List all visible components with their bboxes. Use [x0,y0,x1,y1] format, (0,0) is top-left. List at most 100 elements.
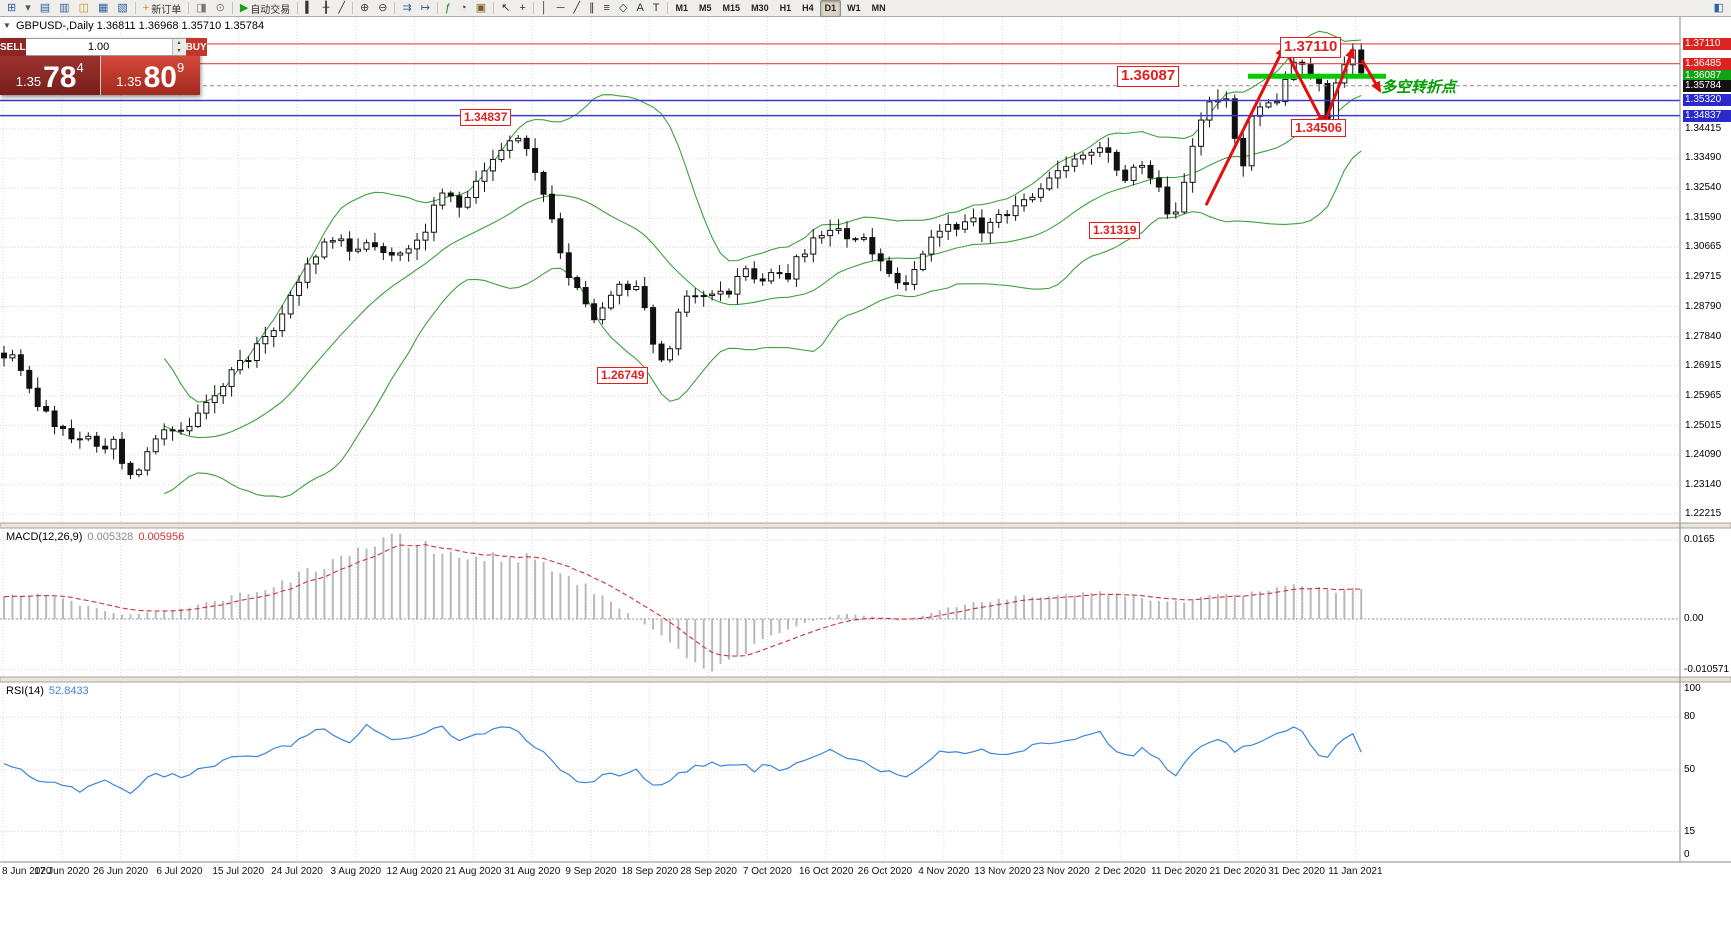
strategy-tester-icon[interactable]: ▧ [113,0,131,17]
periods-icon[interactable]: ◔ [456,0,471,17]
navigator-icon[interactable]: ◫ [75,0,93,17]
candlestick-chart-icon[interactable]: ╂ [319,0,334,17]
sell-price-pipette: 4 [76,60,84,75]
time-axis-label: 3 Aug 2020 [330,866,382,877]
price-axis-label: 1.35320 [1683,94,1731,107]
templates-icon[interactable]: ▣ [472,0,490,17]
timeframe-d1-button[interactable]: D1 [819,0,842,17]
text-tool-icon[interactable]: A [632,0,647,17]
toolbar-separator [352,2,354,14]
timeframe-h4-button[interactable]: H4 [797,0,819,17]
macd-value-main: 0.005328 [87,531,134,543]
shapes-glyph: ◇ [618,1,628,14]
new-order-button-label: 新订单 [151,4,182,16]
periods-glyph: ◔ [460,1,467,14]
templates-glyph: ▣ [475,1,487,14]
time-axis-label: 6 Jul 2020 [156,866,203,877]
one-click-collapse-toggle[interactable]: ▼ [3,21,11,30]
shapes-icon[interactable]: ◇ [615,0,631,17]
price-callout[interactable]: 1.34506 [1291,119,1346,138]
vertical-line-icon[interactable]: │ [537,0,552,17]
timeframe-w1-button[interactable]: W1 [842,0,866,17]
new-order-button[interactable]: + 新订单 [139,0,185,17]
auto-scroll-icon[interactable]: ⇉ [398,0,415,17]
macd-axis-label: -0.010571 [1684,663,1730,675]
zoom-in-icon[interactable]: ⊕ [356,0,373,17]
cursor-icon[interactable]: ↖ [497,0,514,17]
sell-price-button[interactable]: 1.35 78 4 [0,56,101,95]
channel-icon[interactable]: ∥ [585,0,599,17]
data-window-icon[interactable]: ▥ [55,0,73,17]
time-axis-label: 8 Jun 2020 [2,866,52,877]
price-axis-label: 1.33490 [1685,152,1722,164]
timeframe-m5-button[interactable]: M5 [694,0,717,17]
panel-separator[interactable] [0,676,1731,683]
new-order-glyph: + [142,1,150,14]
chart-shift-glyph: ↦ [420,1,430,14]
timeframe-m15-button[interactable]: M15 [718,0,746,17]
lot-size-control[interactable]: ▴ ▾ [25,38,186,56]
market-watch-glyph: ▤ [39,1,51,14]
zoom-out-icon[interactable]: ⊖ [374,0,391,17]
new-chart-icon[interactable]: ⊞ [3,0,20,17]
profiles-icon[interactable]: ▾ [21,0,35,17]
horizontal-lines-layer[interactable] [0,43,1680,117]
timeframe-h1-button[interactable]: H1 [775,0,797,17]
profiles-glyph: ▾ [25,1,31,14]
timeframe-w1-button-label: W1 [847,3,861,13]
sell-button[interactable]: SELL [0,38,26,56]
time-axis-label: 26 Oct 2020 [857,866,913,877]
crosshair-icon[interactable]: + [515,0,529,17]
bar-chart-icon[interactable]: ▍ [301,0,317,17]
lot-increase-button[interactable]: ▴ [172,39,186,47]
rsi-indicator-label: RSI(14) 52.8433 [6,685,89,697]
time-axis-label: 24 Jul 2020 [271,866,323,877]
timeframe-m1-button[interactable]: M1 [671,0,694,17]
price-callout[interactable]: 1.37110 [1280,37,1342,58]
options-icon[interactable]: ⊙ [212,0,229,17]
buy-price-button[interactable]: 1.35 80 9 [100,56,200,95]
price-axis-label: 1.25965 [1685,389,1722,401]
trend-arrow[interactable] [1322,47,1355,126]
metaeditor-icon[interactable]: ◨ [192,0,210,17]
line-chart-icon[interactable]: ╱ [334,0,349,17]
chart-shift-icon[interactable]: ↦ [417,0,434,17]
trend-arrows-layer[interactable] [1204,45,1382,206]
bar-chart-glyph: ▍ [305,1,314,14]
trend-arrow[interactable] [1204,45,1286,206]
price-callout[interactable]: 1.34837 [460,109,512,126]
one-click-trading-panel[interactable]: SELL ▴ ▾ BUY 1.35 78 4 1.35 80 9 [0,38,207,95]
price-callout[interactable]: 1.26749 [597,367,649,384]
price-axis-label: 1.24090 [1685,448,1722,460]
label-tool-icon[interactable]: T [649,0,664,17]
indicators-icon[interactable]: ƒ [441,0,455,17]
price-callout[interactable]: 1.36087 [1117,66,1180,87]
price-callout[interactable]: 1.31319 [1089,222,1141,239]
indicators-glyph: ƒ [444,1,452,14]
market-watch-icon[interactable]: ▤ [36,0,54,17]
terminal-icon[interactable]: ▦ [94,0,112,17]
panel-separator[interactable] [0,522,1731,529]
candles-layer [1,43,1365,480]
lot-decrease-button[interactable]: ▾ [172,47,186,55]
autotrading-button[interactable]: ▶ 自动交易 [236,0,294,17]
line-chart-glyph: ╱ [338,1,346,14]
macd-indicator-label: MACD(12,26,9) 0.005328 0.005956 [6,531,184,543]
toolbar: ⊞ ▾ ▤ ▥ ◫ ▦ ▧ + 新订单 ◨ ⊙ ▶ 自动交易 ▍ ╂ ╱ ⊕ ⊖ ⇉ ↦ ƒ ◔ ▣ ↖ + │ ─ ╱ ∥ ≡ ◇ A T M1… [0,0,1731,17]
price-axis-label: 1.36087 [1683,70,1731,83]
price-axis[interactable] [1681,17,1731,862]
fibonacci-icon[interactable]: ≡ [600,0,614,17]
buy-button[interactable]: BUY [185,38,207,56]
trendline-icon[interactable]: ╱ [569,0,584,17]
trend-arrow[interactable] [1282,46,1326,127]
chart-windows-glyph: ◧ [1713,1,1724,14]
horizontal-line-icon[interactable]: ─ [553,0,569,17]
pivot-down-arrow[interactable] [1360,59,1382,93]
lot-size-input[interactable] [25,39,172,55]
bollinger-bands [163,30,1362,498]
timeframe-m30-button[interactable]: M30 [746,0,774,17]
time-axis-label: 11 Jan 2021 [1328,866,1383,877]
chart-windows-icon[interactable]: ◧ [1710,0,1728,17]
timeframe-mn-button[interactable]: MN [867,0,891,17]
